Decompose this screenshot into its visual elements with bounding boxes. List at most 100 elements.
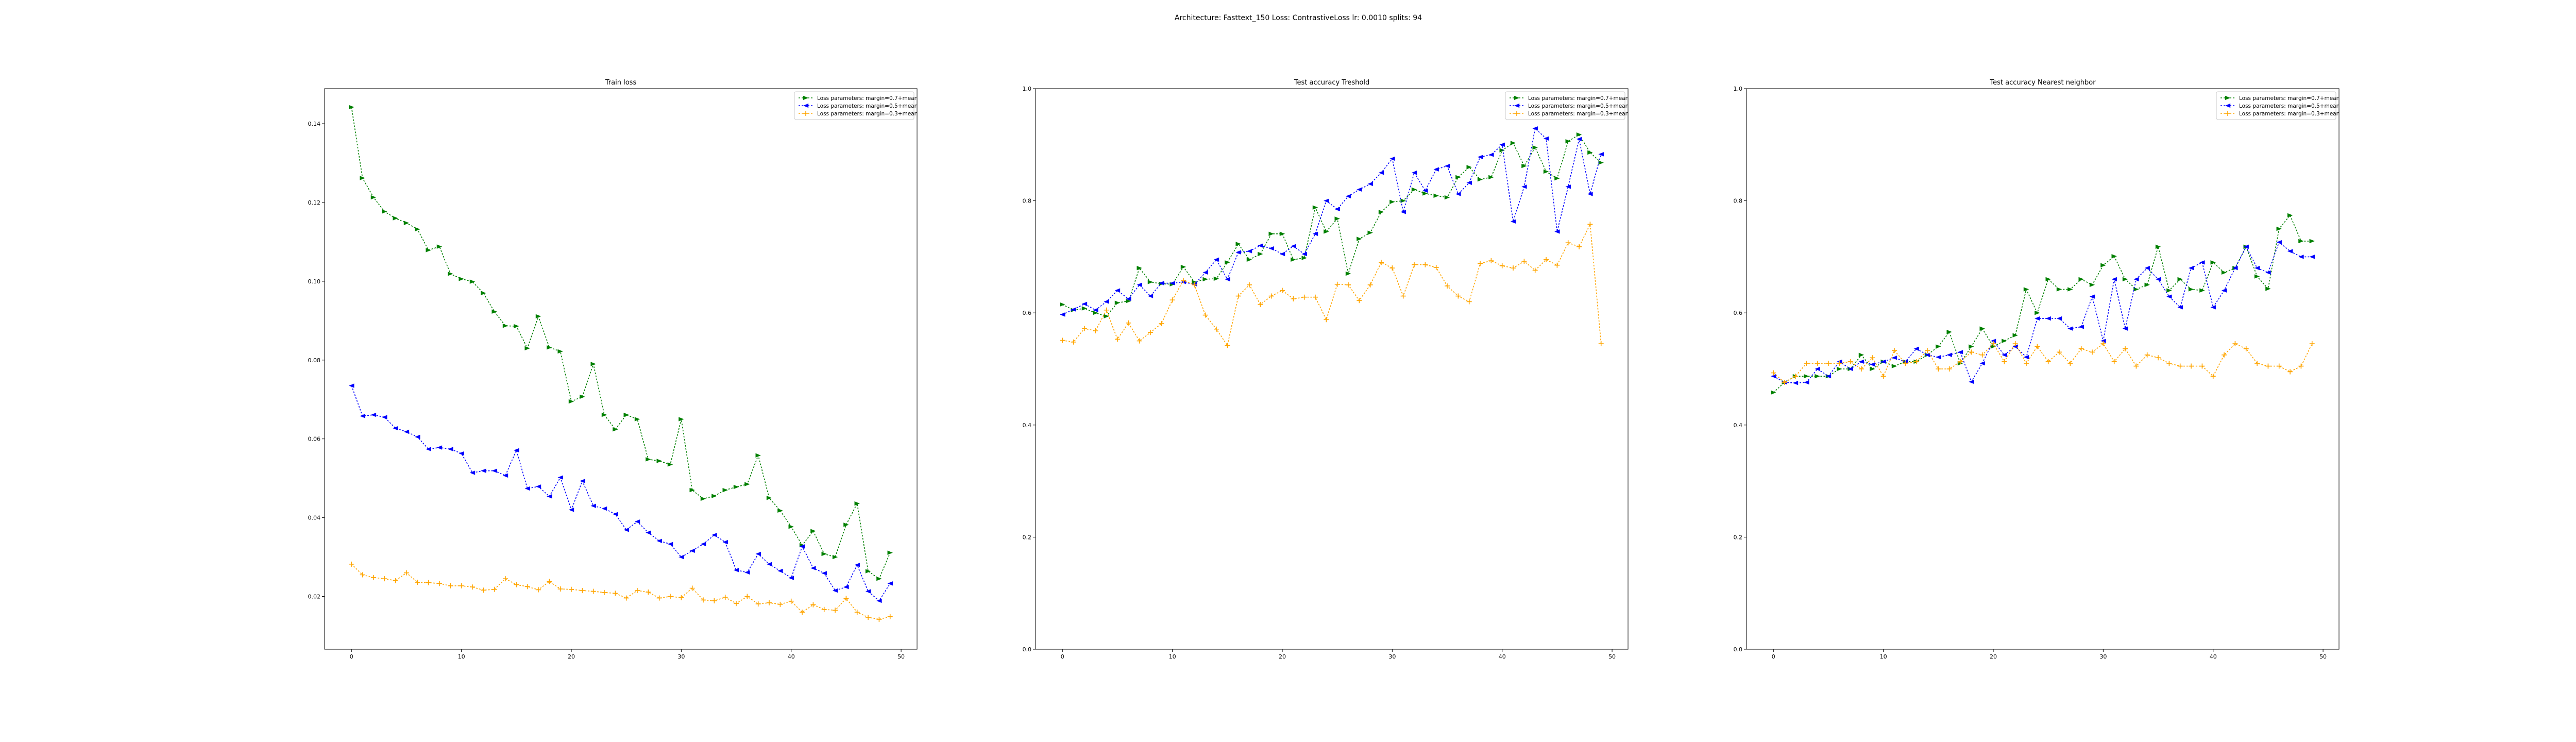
data-point — [1979, 352, 1985, 358]
figure-suptitle: Architecture: Fasttext_150 Loss: Contras… — [1174, 14, 1422, 22]
data-point — [2045, 359, 2051, 364]
data-point — [1081, 306, 1088, 311]
data-point — [1924, 348, 1930, 353]
data-point — [1870, 355, 1875, 361]
y-tick-label: 0.10 — [308, 278, 321, 285]
data-point — [1170, 281, 1175, 285]
data-point — [1411, 187, 1417, 192]
data-point — [832, 588, 838, 593]
data-point — [2111, 254, 2117, 259]
data-point — [1301, 251, 1307, 257]
data-point — [1137, 266, 1142, 271]
data-point — [854, 563, 860, 567]
data-point — [2298, 363, 2304, 369]
legend-box — [1505, 91, 1625, 120]
data-point — [1137, 282, 1142, 287]
data-point — [547, 579, 552, 584]
axes-frame — [1746, 88, 2340, 650]
data-point — [415, 434, 420, 440]
data-point — [1891, 364, 1897, 368]
data-point — [2199, 363, 2205, 369]
data-point — [2210, 374, 2216, 379]
x-tick-label: 50 — [897, 653, 905, 660]
data-point — [1412, 262, 1417, 267]
data-point — [788, 576, 794, 580]
data-point — [646, 530, 651, 535]
data-point — [843, 596, 849, 601]
data-point — [1268, 293, 1274, 299]
data-point — [1532, 145, 1538, 150]
data-point — [701, 597, 706, 603]
data-point — [580, 394, 585, 399]
data-point — [1957, 350, 1963, 355]
data-point — [1565, 184, 1571, 189]
data-point — [1114, 300, 1121, 305]
data-point — [876, 576, 882, 581]
data-point — [1379, 260, 1384, 265]
data-point — [2123, 346, 2128, 351]
data-point — [700, 542, 706, 547]
data-point — [1422, 191, 1428, 196]
data-point — [1291, 257, 1296, 262]
series-green — [1771, 213, 2315, 395]
data-point — [1126, 296, 1131, 301]
data-point — [1946, 352, 1952, 357]
data-point — [2188, 287, 2194, 292]
data-point — [1554, 176, 1560, 181]
legend-marker — [803, 95, 809, 100]
data-point — [1235, 293, 1241, 299]
data-point — [2265, 270, 2271, 275]
x-tick-label: 20 — [568, 653, 575, 660]
data-point — [1389, 156, 1395, 161]
data-point — [1455, 175, 1461, 180]
data-point — [810, 566, 816, 570]
data-point — [2078, 346, 2084, 351]
data-point — [436, 445, 443, 450]
data-point — [2133, 277, 2139, 282]
data-point — [2221, 288, 2227, 293]
data-point — [426, 248, 431, 252]
data-point — [733, 568, 739, 572]
data-point — [1324, 229, 1329, 234]
data-point — [1477, 155, 1483, 159]
data-point — [2255, 361, 2260, 366]
data-point — [349, 383, 354, 388]
data-point — [1891, 348, 1897, 353]
data-point — [810, 529, 816, 533]
data-point — [2056, 287, 2062, 292]
data-point — [711, 598, 717, 603]
data-point — [1576, 137, 1582, 142]
chart-1: Train loss 0 10 20 30 40 50 0.02 0.04 0.06 0.08 0.1… — [308, 79, 918, 660]
data-point — [1324, 198, 1329, 203]
data-point — [821, 551, 827, 556]
data-point — [2177, 277, 2183, 282]
data-point — [887, 581, 893, 586]
data-point — [1126, 320, 1131, 326]
x-tick-label: 20 — [1279, 653, 1286, 660]
data-point — [1771, 370, 1776, 376]
data-point — [2309, 239, 2315, 244]
data-point — [1576, 132, 1582, 137]
data-point — [1312, 205, 1318, 210]
data-point — [1433, 265, 1439, 271]
data-point — [2177, 305, 2183, 310]
data-point — [524, 584, 530, 589]
data-point — [1598, 160, 1604, 165]
data-point — [1782, 380, 1787, 385]
data-point — [2067, 361, 2073, 366]
data-point — [2089, 282, 2095, 287]
data-point — [1544, 257, 1549, 262]
data-point — [2002, 359, 2007, 364]
data-point — [370, 195, 377, 200]
data-point — [656, 538, 662, 543]
data-point — [1170, 297, 1175, 303]
data-point — [2111, 359, 2117, 364]
y-tick-label: 0.12 — [308, 199, 321, 206]
data-point — [1771, 374, 1776, 379]
data-point — [524, 486, 530, 491]
data-point — [821, 606, 827, 612]
data-point — [2155, 277, 2161, 282]
data-point — [2057, 349, 2062, 355]
series-blue — [1771, 240, 2315, 385]
data-point — [1301, 256, 1307, 260]
